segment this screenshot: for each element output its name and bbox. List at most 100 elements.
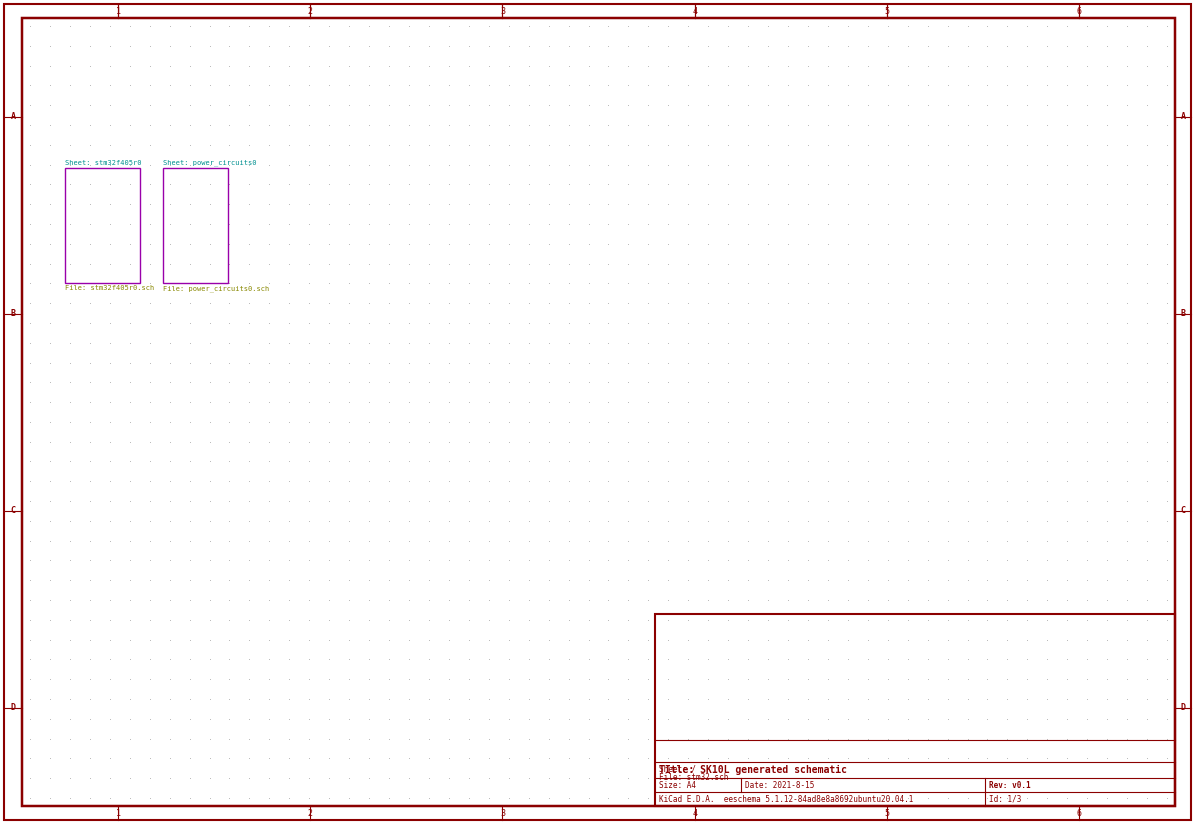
Point (838, 99, 857, 112)
Point (1018, 791, 1037, 804)
Point (578, 336, 598, 349)
Point (778, 672, 797, 686)
Point (1078, 653, 1097, 666)
Point (578, 99, 598, 112)
Point (459, 554, 478, 567)
Point (500, 554, 519, 567)
Point (300, 119, 319, 132)
Point (759, 672, 778, 686)
Point (360, 791, 379, 804)
Point (121, 494, 140, 508)
Point (878, 593, 897, 606)
Point (798, 376, 817, 389)
Point (500, 751, 519, 765)
Point (300, 158, 319, 171)
Point (220, 376, 239, 389)
Point (300, 59, 319, 73)
Point (639, 119, 658, 132)
Point (1078, 237, 1097, 250)
Point (878, 336, 897, 349)
Point (180, 771, 200, 784)
Point (280, 653, 299, 666)
Point (380, 435, 399, 448)
Point (639, 316, 658, 330)
Point (220, 672, 239, 686)
Point (679, 218, 698, 231)
Point (1018, 455, 1037, 468)
Point (619, 534, 638, 547)
Point (121, 257, 140, 270)
Point (259, 178, 278, 191)
Point (998, 771, 1017, 784)
Point (599, 633, 618, 646)
Point (160, 40, 179, 53)
Point (838, 415, 857, 428)
Point (658, 613, 678, 626)
Point (20, 712, 39, 725)
Point (1097, 396, 1116, 409)
Point (300, 415, 319, 428)
Point (679, 653, 698, 666)
Point (958, 613, 978, 626)
Point (160, 574, 179, 587)
Point (599, 396, 618, 409)
Point (479, 99, 498, 112)
Point (519, 20, 538, 33)
Point (399, 119, 418, 132)
Point (280, 277, 299, 290)
Point (899, 257, 918, 270)
Point (459, 732, 478, 745)
Point (998, 732, 1017, 745)
Point (240, 712, 259, 725)
Point (1138, 574, 1157, 587)
Point (140, 712, 159, 725)
Point (699, 613, 718, 626)
Point (778, 574, 797, 587)
Point (899, 692, 918, 705)
Point (918, 396, 937, 409)
Point (160, 119, 179, 132)
Point (1138, 79, 1157, 92)
Text: TItle: SK10L generated schematic: TItle: SK10L generated schematic (658, 765, 847, 775)
Point (679, 732, 698, 745)
Point (918, 59, 937, 73)
Point (300, 692, 319, 705)
Point (998, 751, 1017, 765)
Point (41, 218, 60, 231)
Point (200, 20, 219, 33)
Point (679, 396, 698, 409)
Point (440, 356, 459, 369)
Point (958, 633, 978, 646)
Point (380, 40, 399, 53)
Point (100, 633, 120, 646)
Point (559, 198, 578, 211)
Point (1097, 277, 1116, 290)
Point (778, 534, 797, 547)
Point (1078, 692, 1097, 705)
Point (899, 356, 918, 369)
Point (599, 99, 618, 112)
Point (679, 494, 698, 508)
Point (938, 771, 957, 784)
Point (639, 751, 658, 765)
Point (440, 732, 459, 745)
Point (220, 732, 239, 745)
Point (280, 218, 299, 231)
Point (759, 554, 778, 567)
Point (918, 277, 937, 290)
Point (339, 59, 358, 73)
Point (121, 178, 140, 191)
Point (798, 554, 817, 567)
Point (679, 791, 698, 804)
Point (519, 475, 538, 488)
Point (519, 712, 538, 725)
Point (1078, 376, 1097, 389)
Point (1037, 40, 1056, 53)
Point (739, 277, 758, 290)
Point (419, 158, 439, 171)
Point (858, 712, 877, 725)
Point (998, 554, 1017, 567)
Point (658, 79, 678, 92)
Point (140, 771, 159, 784)
Point (160, 692, 179, 705)
